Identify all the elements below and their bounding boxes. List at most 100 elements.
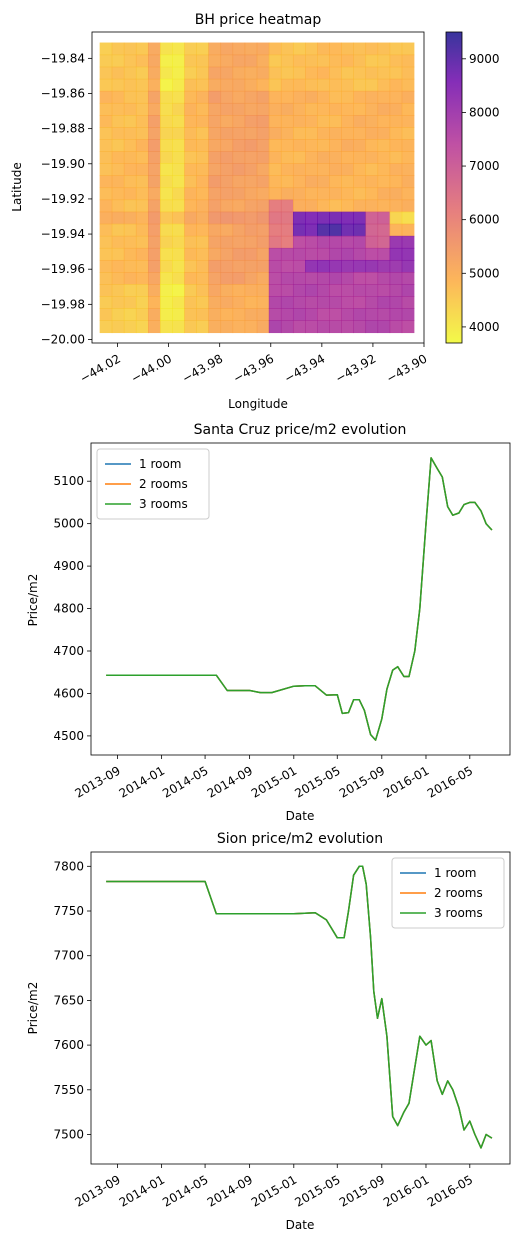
heatmap-cell — [172, 284, 185, 297]
heatmap-cell — [256, 42, 270, 56]
heatmap-cell — [220, 320, 234, 334]
heatmap-cell — [317, 115, 330, 128]
heatmap-cell — [401, 259, 415, 273]
heatmap-cell — [172, 296, 185, 309]
heatmap-cell — [147, 115, 161, 128]
heatmap-cell — [280, 296, 294, 309]
heatmap-cell — [256, 296, 270, 309]
heatmap-cell — [244, 115, 258, 128]
heatmap-cell — [208, 284, 222, 297]
heatmap-cell — [305, 296, 318, 309]
heatmap-cell — [317, 308, 330, 321]
heatmap-cell — [135, 247, 149, 261]
heatmap-cell — [329, 78, 342, 92]
heatmap-cell — [317, 223, 330, 237]
heatmap-cell — [280, 102, 294, 116]
sc-y-tick-label: 5100 — [53, 474, 84, 488]
heatmap-cell — [317, 54, 330, 68]
heatmap-cell — [123, 54, 137, 68]
heatmap-cell — [305, 211, 318, 225]
heatmap-cell — [184, 127, 197, 140]
heatmap-cell — [111, 211, 125, 225]
santa-cruz-frame — [90, 442, 511, 756]
heatmap-cell — [329, 308, 342, 321]
heatmap-cell — [220, 175, 234, 189]
heatmap-cell — [220, 127, 234, 140]
heatmap-y-tick-label: −19.92 — [41, 192, 85, 206]
heatmap-cell — [220, 90, 234, 104]
heatmap-cell — [123, 320, 137, 334]
heatmap-cell — [184, 320, 197, 334]
heatmap-cell — [353, 223, 367, 237]
heatmap-cell — [377, 320, 391, 334]
heatmap-cell — [220, 139, 234, 152]
heatmap-cell — [196, 272, 209, 285]
santa-cruz-legend: 1 room 2 rooms 3 rooms — [96, 448, 210, 520]
heatmap-cell — [196, 175, 209, 189]
heatmap-cell — [317, 199, 330, 213]
heatmap-cell — [123, 223, 137, 237]
heatmap-cell — [184, 223, 197, 237]
heatmap-cell — [292, 187, 306, 201]
heatmap-cell — [196, 66, 209, 80]
heatmap-cell — [329, 139, 342, 152]
heatmap-cell — [353, 308, 367, 321]
si-y-tick-label: 7750 — [53, 904, 84, 918]
heatmap-x-tick-label: −43.90 — [384, 351, 429, 385]
heatmap-cell — [232, 78, 246, 92]
heatmap-cell — [184, 175, 197, 189]
heatmap-cell — [365, 259, 379, 273]
heatmap-cell — [99, 54, 113, 68]
colorbar-tick-label: 5000 — [469, 266, 500, 280]
heatmap-cell — [401, 54, 415, 68]
heatmap-cell — [99, 223, 113, 237]
heatmap-cell — [99, 199, 113, 213]
heatmap-cell — [147, 211, 161, 225]
heatmap-cell — [256, 163, 270, 177]
heatmap-cell — [377, 127, 391, 140]
heatmap-cell — [377, 139, 391, 152]
heatmap-cell — [123, 308, 137, 321]
heatmap-cell — [329, 187, 342, 201]
heatmap-cell — [365, 235, 379, 249]
heatmap-cell — [365, 151, 379, 164]
si-x-tick-label: 2016-05 — [425, 1172, 475, 1209]
heatmap-cell — [292, 247, 306, 261]
sc-x-tick-label: 2014-09 — [205, 763, 255, 800]
heatmap-cell — [341, 199, 354, 213]
sc-x-tick-label: 2014-05 — [160, 763, 210, 800]
heatmap-cell — [365, 308, 379, 321]
heatmap-cell — [208, 272, 222, 285]
colorbar — [446, 32, 462, 343]
heatmap-cell — [341, 247, 354, 261]
heatmap-cells — [99, 42, 415, 334]
heatmap-cell — [292, 54, 306, 68]
heatmap-cell — [341, 223, 354, 237]
si-x-tick-label: 2014-09 — [205, 1172, 255, 1209]
heatmap-cell — [341, 175, 354, 189]
heatmap-cell — [232, 308, 246, 321]
heatmap-cell — [292, 320, 306, 334]
heatmap-cell — [353, 284, 367, 297]
heatmap-cell — [172, 199, 185, 213]
heatmap-cell — [365, 139, 379, 152]
heatmap-cell — [341, 163, 354, 177]
heatmap-cell — [256, 235, 270, 249]
heatmap-cell — [147, 320, 161, 334]
heatmap-cell — [111, 199, 125, 213]
heatmap-cell — [256, 199, 270, 213]
heatmap-cell — [135, 284, 149, 297]
heatmap-cell — [99, 127, 113, 140]
heatmap-cell — [220, 163, 234, 177]
heatmap-cell — [268, 211, 282, 225]
heatmap-cell — [389, 296, 403, 309]
heatmap-cell — [160, 90, 173, 104]
heatmap-cell — [184, 102, 197, 116]
heatmap-cell — [244, 66, 258, 80]
heatmap-y-tick-label: −19.86 — [41, 86, 85, 100]
heatmap-cell — [111, 115, 125, 128]
heatmap-cell — [111, 66, 125, 80]
sion-x-ticks: 2013-092014-012014-052014-092015-012015-… — [73, 1164, 475, 1210]
heatmap-cell — [244, 54, 258, 68]
heatmap-cell — [147, 187, 161, 201]
